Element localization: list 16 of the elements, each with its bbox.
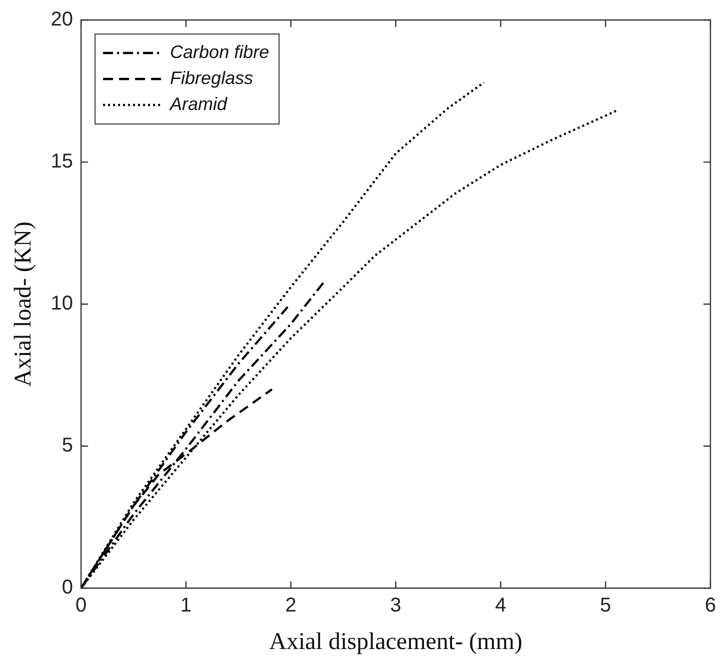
x-tick-label: 1 [180,594,192,617]
y-tick-label: 10 [50,292,74,315]
legend-label: Fibreglass [170,68,254,88]
x-axis-title: Axial displacement- (mm) [269,628,522,655]
x-tick-label: 6 [704,594,716,617]
y-tick-label: 20 [50,8,74,31]
y-tick-label: 5 [62,434,74,457]
x-tick-label: 3 [390,594,402,617]
x-tick-label: 5 [600,594,612,617]
x-tick-label: 4 [495,594,506,617]
y-tick-label: 15 [50,150,74,173]
legend-label: Carbon fibre [170,42,270,62]
y-axis-title: Axial load- (KN) [10,221,37,387]
legend-label: Aramid [169,94,228,114]
x-tick-label: 2 [285,594,296,617]
y-tick-label: 0 [62,576,74,599]
